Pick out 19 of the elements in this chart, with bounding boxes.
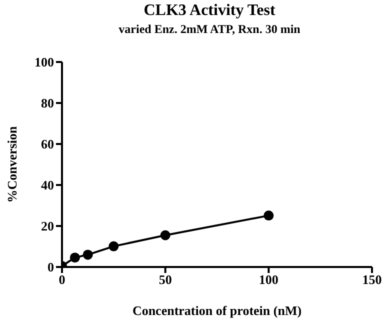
point bbox=[82, 250, 93, 260]
x-axis-title: Concentration of protein (nM) bbox=[132, 303, 302, 318]
x-tick-label: 0 bbox=[58, 272, 66, 288]
x-tick-label: 150 bbox=[362, 272, 382, 288]
y-tick-label: 80 bbox=[41, 96, 54, 111]
y-tick-label: 0 bbox=[48, 260, 54, 275]
x-tick-label: 50 bbox=[158, 272, 172, 288]
y-tick-label: 40 bbox=[41, 178, 54, 193]
y-tick-label: 100 bbox=[34, 54, 54, 70]
y-tick-label: 60 bbox=[41, 136, 54, 152]
point bbox=[160, 230, 170, 240]
point bbox=[70, 252, 80, 263]
x-tick-label: 100 bbox=[258, 272, 278, 288]
point bbox=[264, 210, 274, 221]
y-tick-label: 20 bbox=[41, 218, 54, 234]
chart-subtitle: varied Enz. 2mM ATP, Rxn. 30 min bbox=[118, 22, 302, 38]
y-axis-title: %Conversion bbox=[4, 125, 20, 203]
chart-title: CLK3 Activity Test bbox=[142, 2, 276, 21]
point bbox=[108, 241, 119, 252]
